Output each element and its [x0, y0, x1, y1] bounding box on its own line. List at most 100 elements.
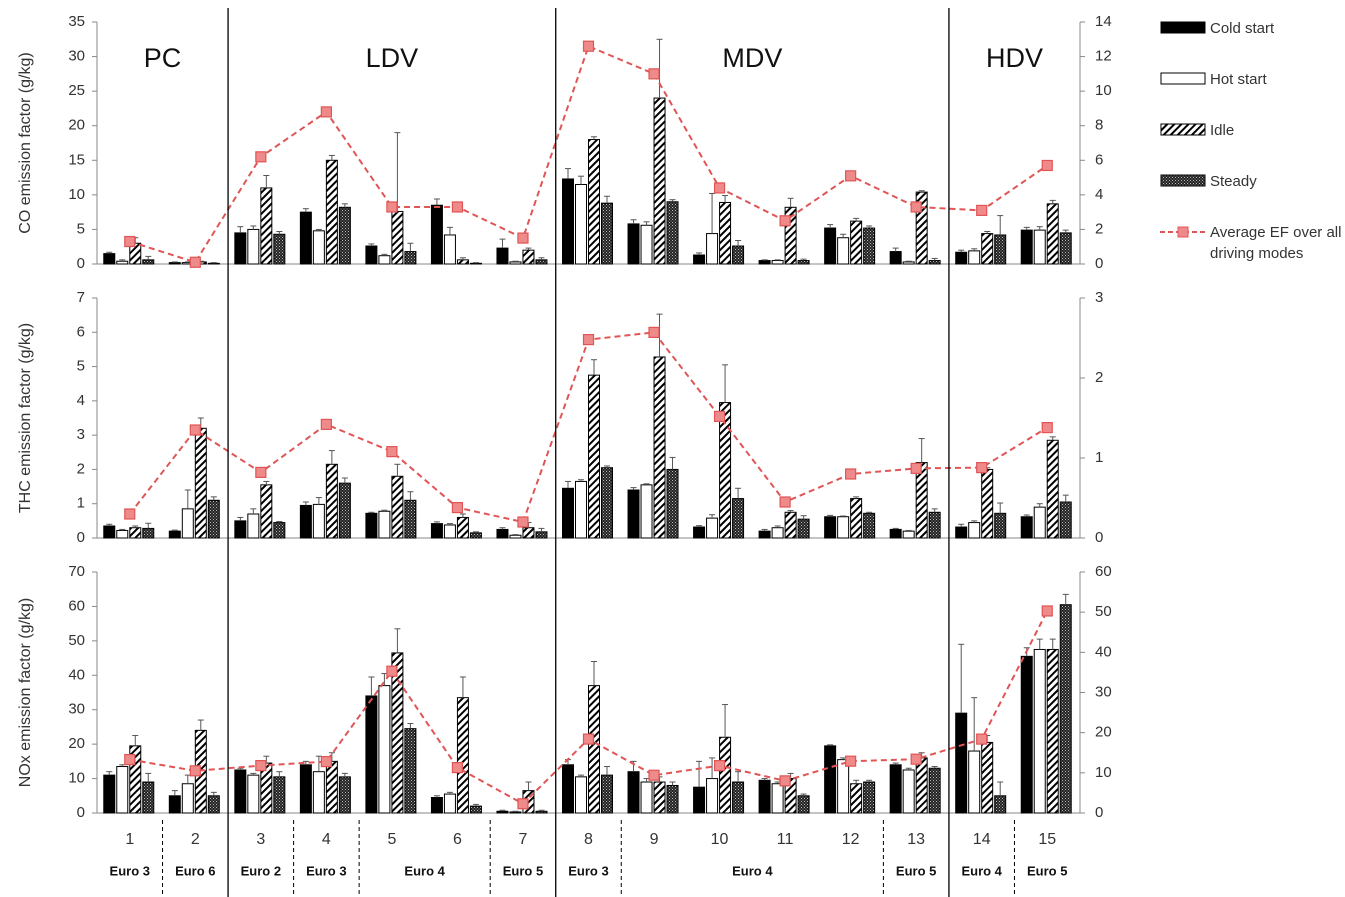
standard-label: Euro 4 — [961, 863, 1002, 878]
y-tick-label: 50 — [68, 632, 85, 649]
error-bar — [394, 628, 401, 653]
bar — [797, 260, 810, 265]
bar — [693, 786, 706, 814]
bar — [142, 527, 155, 539]
error-bar — [866, 511, 873, 514]
bar — [168, 795, 181, 814]
bar — [247, 228, 260, 265]
standard-label: Euro 5 — [1027, 863, 1067, 878]
bar — [273, 776, 286, 814]
error-bar — [591, 136, 597, 140]
y-tick-label: 10 — [68, 770, 85, 787]
bar — [325, 159, 338, 265]
y-tick-label: 6 — [77, 323, 85, 340]
average-marker — [1041, 159, 1053, 172]
error-bar — [565, 480, 571, 489]
bar — [653, 356, 666, 539]
error-bar — [892, 527, 899, 530]
error-bar — [578, 175, 584, 185]
bar — [509, 261, 522, 265]
legend-swatch — [1160, 226, 1206, 238]
bar — [850, 783, 863, 814]
bar — [103, 525, 116, 539]
x-tick-label: 2 — [191, 831, 200, 848]
bar — [496, 810, 509, 814]
average-marker — [845, 468, 857, 480]
bar — [535, 531, 548, 539]
y2-tick-label: 12 — [1095, 48, 1112, 65]
error-bar — [407, 491, 414, 501]
legend-swatch — [1160, 72, 1206, 85]
bar — [496, 528, 509, 539]
y2-tick-label: 2 — [1095, 220, 1103, 237]
bar — [824, 227, 837, 265]
bar — [588, 685, 600, 814]
legend-item: Cold start — [1160, 18, 1345, 69]
bar — [456, 259, 469, 265]
x-tick-label: 13 — [907, 831, 925, 848]
y-tick-label: 4 — [77, 392, 85, 409]
bar — [312, 771, 325, 814]
error-bar — [315, 497, 322, 505]
error-bar — [472, 803, 479, 807]
bar — [758, 779, 771, 814]
error-bar — [145, 772, 152, 783]
legend-item: Steady — [1160, 171, 1345, 222]
y-tick-label: 0 — [77, 255, 85, 272]
bar — [1046, 439, 1059, 539]
average-marker — [255, 151, 267, 163]
average-marker — [910, 753, 922, 765]
bar — [928, 767, 941, 814]
error-bar — [1062, 593, 1069, 605]
error-bar — [407, 242, 414, 252]
y2-tick-label: 14 — [1095, 13, 1112, 30]
error-bar — [853, 779, 860, 784]
bar — [365, 695, 378, 814]
bar — [902, 261, 915, 265]
bar — [207, 262, 220, 265]
bar — [640, 224, 653, 265]
error-bar — [578, 774, 584, 777]
bar — [797, 795, 810, 814]
bar — [456, 516, 469, 539]
bar — [142, 259, 155, 265]
y-tick-label: 40 — [68, 666, 85, 683]
y-tick-label: 10 — [68, 186, 85, 203]
bar — [928, 511, 941, 539]
bar — [562, 487, 574, 539]
bar — [575, 183, 587, 265]
bar — [981, 741, 994, 814]
error-bar — [800, 515, 807, 520]
bar — [981, 233, 994, 265]
bar — [443, 234, 456, 265]
error-bar — [368, 511, 375, 514]
bar — [994, 512, 1007, 539]
average-marker — [320, 418, 332, 430]
bar — [338, 206, 351, 265]
error-bar — [958, 249, 965, 253]
error-bar — [368, 243, 375, 247]
bar — [784, 511, 797, 539]
bar — [955, 712, 968, 814]
error-bar — [997, 215, 1004, 235]
error-bar — [1023, 514, 1030, 517]
error-bar — [433, 521, 440, 524]
standard-label: Euro 3 — [568, 863, 608, 878]
error-bar — [800, 793, 807, 796]
y2-tick-label: 1 — [1095, 449, 1103, 466]
legend-item: Average EF over all driving modes — [1160, 222, 1345, 273]
legend-swatch-marker — [1177, 226, 1189, 238]
y-tick-label: 7 — [77, 289, 85, 306]
y-tick-label: 20 — [68, 117, 85, 134]
bar — [627, 223, 640, 265]
bar — [863, 781, 876, 814]
legend-swatch-box — [1160, 123, 1206, 136]
error-bar — [368, 676, 375, 696]
average-marker — [451, 762, 464, 774]
error-bar — [459, 513, 466, 518]
error-bar — [565, 168, 571, 179]
legend-item: Idle — [1160, 120, 1345, 171]
error-bar — [853, 496, 860, 499]
bar — [653, 97, 666, 265]
